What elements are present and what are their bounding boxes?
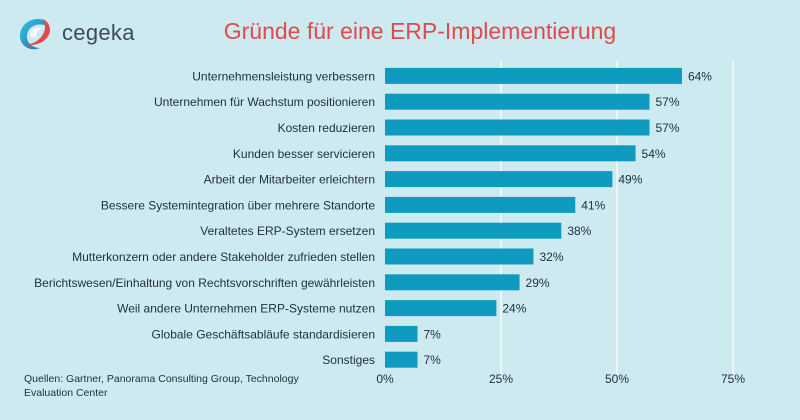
bar bbox=[385, 196, 576, 213]
category-label: Unternehmensleistung verbessern bbox=[192, 69, 375, 83]
data-label: 7% bbox=[423, 327, 441, 341]
x-tick-label: 75% bbox=[721, 372, 745, 386]
bar bbox=[385, 93, 650, 110]
category-label: Sonstiges bbox=[322, 353, 375, 367]
category-label: Bessere Systemintegration über mehrere S… bbox=[101, 198, 375, 212]
data-label: 49% bbox=[618, 173, 642, 187]
x-tick-label: 25% bbox=[489, 372, 513, 386]
data-label: 38% bbox=[567, 224, 591, 238]
bar bbox=[385, 171, 613, 188]
data-label: 7% bbox=[423, 353, 441, 367]
category-label: Globale Geschäftsabläufe standardisieren bbox=[152, 327, 375, 341]
data-label: 32% bbox=[539, 250, 563, 264]
brand-name: cegeka bbox=[62, 20, 135, 45]
category-label: Unternehmen für Wachstum positionieren bbox=[154, 95, 375, 109]
bar bbox=[385, 67, 682, 84]
bar bbox=[385, 119, 650, 136]
bar bbox=[385, 325, 418, 342]
data-label: 57% bbox=[655, 121, 679, 135]
data-label: 57% bbox=[655, 95, 679, 109]
x-tick-label: 0% bbox=[376, 372, 394, 386]
data-label: 64% bbox=[688, 69, 712, 83]
data-label: 54% bbox=[642, 147, 666, 161]
bar bbox=[385, 145, 636, 162]
source-note: Quellen: Gartner, Panorama Consulting Gr… bbox=[24, 373, 299, 399]
bar bbox=[385, 274, 520, 291]
category-label: Mutterkonzern oder andere Stakeholder zu… bbox=[72, 250, 375, 264]
bar bbox=[385, 222, 562, 239]
category-label: Kosten reduzieren bbox=[278, 121, 375, 135]
chart-title: Gründe für eine ERP-Implementierung bbox=[223, 18, 617, 44]
category-label: Veraltetes ERP-System ersetzen bbox=[200, 224, 375, 238]
data-label: 24% bbox=[502, 302, 526, 316]
data-label: 29% bbox=[526, 276, 550, 290]
category-label: Berichtswesen/Einhaltung von Rechtsvorsc… bbox=[34, 276, 375, 290]
category-label: Weil andere Unternehmen ERP-Systeme nutz… bbox=[117, 302, 375, 316]
bar bbox=[385, 351, 418, 368]
x-tick-label: 50% bbox=[605, 372, 629, 386]
bar bbox=[385, 248, 534, 265]
bar bbox=[385, 300, 497, 317]
cegeka-logo-icon bbox=[20, 18, 50, 50]
category-label: Kunden besser servicieren bbox=[233, 147, 375, 161]
data-label: 41% bbox=[581, 198, 605, 212]
category-label: Arbeit der Mitarbeiter erleichtern bbox=[204, 173, 375, 187]
